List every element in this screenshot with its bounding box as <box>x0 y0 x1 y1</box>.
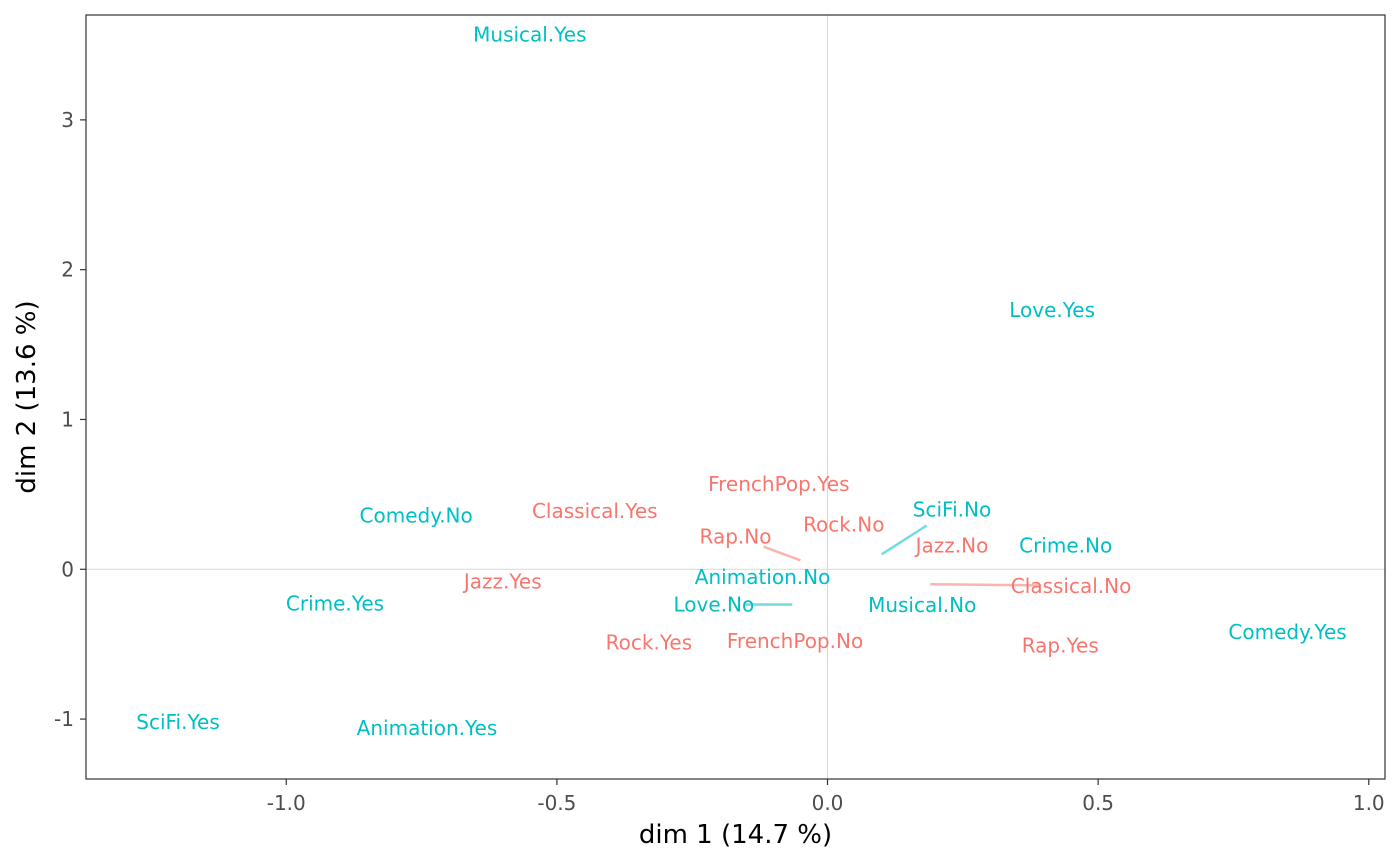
x-axis-title: dim 1 (14.7 %) <box>639 820 832 850</box>
y-tick-label: 3 <box>61 108 74 132</box>
y-tick-label: 2 <box>61 258 74 282</box>
x-tick-label: 0.0 <box>812 791 844 815</box>
point-label: Animation.Yes <box>357 716 498 740</box>
leader-line <box>880 524 928 556</box>
x-axis: -1.0 -0.5 0.0 0.5 1.0 <box>267 779 1385 815</box>
point-label: Comedy.No <box>360 503 473 527</box>
y-axis-title: dim 2 (13.6 %) <box>12 300 42 493</box>
point-label: Jazz.Yes <box>462 569 542 593</box>
point-label: Love.No <box>673 592 754 616</box>
point-label: SciFi.Yes <box>136 710 220 734</box>
point-label: FrenchPop.No <box>727 629 863 653</box>
point-label: Love.Yes <box>1009 298 1095 322</box>
point-label: Musical.Yes <box>473 22 586 46</box>
point-label: Rock.No <box>803 512 884 536</box>
point-label: Crime.Yes <box>286 592 384 616</box>
point-label: Jazz.No <box>914 533 989 557</box>
point-label: SciFi.No <box>913 497 991 521</box>
y-axis: -1 0 1 2 3 <box>54 108 86 731</box>
x-tick-label: 0.5 <box>1082 791 1114 815</box>
point-label: Rock.Yes <box>606 631 692 655</box>
zero-reference-lines <box>86 15 1385 779</box>
x-tick-label: -0.5 <box>537 791 576 815</box>
point-label: Musical.No <box>868 593 976 617</box>
point-label: Comedy.Yes <box>1228 620 1346 644</box>
x-tick-label: -1.0 <box>267 791 306 815</box>
point-label: Classical.No <box>1011 574 1132 598</box>
y-tick-label: 0 <box>61 557 74 581</box>
leader-line <box>763 545 801 562</box>
point-label: Classical.Yes <box>532 499 658 523</box>
label-leader-lines <box>743 524 1042 606</box>
point-label: Crime.No <box>1019 533 1112 557</box>
point-label: Rap.No <box>700 524 772 548</box>
x-tick-label: 1.0 <box>1353 791 1385 815</box>
point-label: FrenchPop.Yes <box>708 472 849 496</box>
y-tick-label: -1 <box>54 707 74 731</box>
point-label: Animation.No <box>695 565 831 589</box>
point-label: Rap.Yes <box>1022 634 1099 658</box>
plot-panel-border <box>85 14 1386 780</box>
y-tick-label: 1 <box>61 407 74 431</box>
point-labels: FrenchPop.Yes Classical.Yes Rap.No Rock.No J… <box>136 22 1346 740</box>
leader-line <box>930 583 1042 587</box>
